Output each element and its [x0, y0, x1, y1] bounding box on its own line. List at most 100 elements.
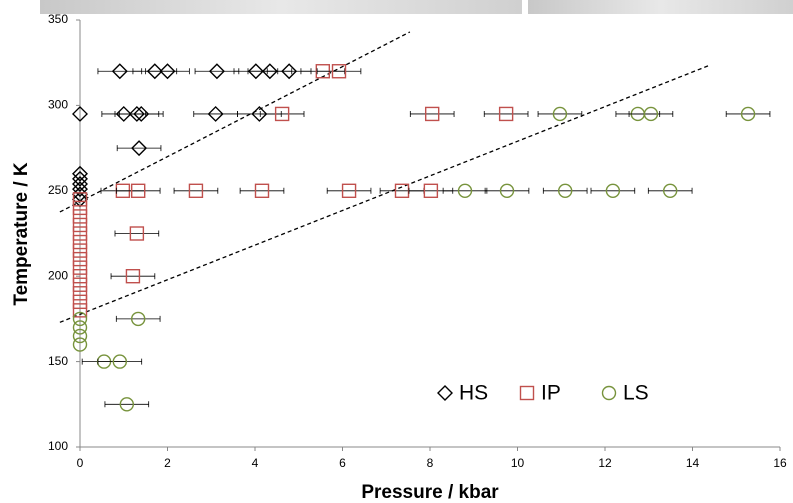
- marker: [251, 105, 268, 122]
- marker: [281, 63, 298, 80]
- marker: [341, 183, 357, 199]
- y-tick-label: 300: [48, 98, 68, 112]
- marker: [643, 106, 659, 122]
- y-tick-label: 200: [48, 268, 68, 282]
- header-strip: [40, 0, 522, 14]
- marker: [72, 269, 88, 284]
- error-bar: [115, 187, 161, 194]
- marker: [72, 311, 88, 327]
- error-bar: [116, 145, 162, 152]
- x-tick-label: 12: [598, 456, 612, 470]
- marker: [208, 63, 225, 80]
- legend-label: HS: [459, 382, 488, 405]
- marker: [130, 311, 146, 327]
- marker: [72, 303, 88, 318]
- error-bar: [97, 358, 143, 365]
- marker: [125, 269, 141, 284]
- marker: [128, 105, 145, 122]
- marker: [72, 175, 88, 192]
- header-strip: [528, 0, 793, 14]
- error-bar: [628, 110, 674, 117]
- x-tick-label: 6: [339, 456, 346, 470]
- marker: [133, 105, 150, 122]
- marker: [72, 234, 88, 250]
- y-tick-label: 350: [48, 12, 68, 26]
- marker: [72, 105, 88, 122]
- marker: [552, 106, 568, 122]
- marker: [72, 200, 88, 216]
- marker: [72, 320, 88, 335]
- marker: [394, 183, 410, 199]
- marker: [72, 260, 88, 275]
- error-bar: [725, 110, 771, 117]
- marker: [72, 165, 88, 182]
- error-bar: [110, 273, 156, 280]
- marker: [72, 294, 88, 310]
- error-bar: [239, 187, 285, 194]
- marker: [72, 181, 88, 198]
- x-axis-title: Pressure / kbar: [361, 482, 499, 503]
- trend-line: [59, 64, 711, 323]
- error-bar: [483, 110, 529, 117]
- marker: [72, 337, 88, 352]
- marker: [130, 183, 146, 199]
- marker: [72, 226, 88, 241]
- marker: [274, 106, 290, 122]
- legend-marker: [437, 385, 453, 401]
- error-bar: [193, 110, 238, 117]
- x-tick-label: 4: [252, 456, 259, 470]
- error-bar: [442, 187, 488, 194]
- legend-marker: [519, 385, 535, 401]
- marker: [131, 140, 148, 157]
- marker: [72, 251, 88, 267]
- x-tick-label: 8: [427, 456, 434, 470]
- error-bar: [145, 68, 190, 75]
- marker: [207, 105, 224, 122]
- marker: [740, 106, 756, 122]
- error-bar: [537, 110, 583, 117]
- error-bar: [115, 315, 161, 322]
- error-bar: [590, 187, 636, 194]
- error-bar: [326, 187, 372, 194]
- marker: [146, 63, 163, 80]
- error-bar: [542, 187, 588, 194]
- marker: [159, 63, 176, 80]
- marker: [261, 63, 278, 80]
- marker: [129, 226, 145, 241]
- marker: [424, 106, 440, 122]
- x-tick-label: 0: [77, 456, 84, 470]
- error-bar: [259, 110, 305, 117]
- error-bar: [484, 187, 530, 194]
- marker: [662, 183, 678, 199]
- legend-label: LS: [623, 382, 649, 405]
- y-axis-title: Temperature / K: [11, 162, 32, 306]
- error-bar: [409, 110, 455, 117]
- error-bar: [194, 68, 240, 75]
- marker: [423, 183, 439, 199]
- marker: [72, 192, 88, 207]
- error-bar: [647, 187, 693, 194]
- marker: [247, 63, 264, 80]
- legend-label: IP: [541, 382, 561, 405]
- marker: [499, 183, 515, 199]
- marker: [254, 183, 270, 199]
- marker: [72, 277, 88, 292]
- marker: [111, 63, 128, 80]
- marker: [557, 183, 573, 199]
- legend-marker: [601, 385, 617, 401]
- x-tick-label: 14: [686, 456, 700, 470]
- y-tick-label: 150: [48, 354, 68, 368]
- marker: [72, 217, 88, 233]
- marker: [605, 183, 621, 199]
- error-bar: [114, 230, 160, 237]
- marker: [112, 354, 128, 369]
- marker: [72, 286, 88, 301]
- marker: [498, 106, 514, 122]
- marker: [72, 328, 88, 344]
- x-tick-label: 16: [773, 456, 787, 470]
- marker: [72, 209, 88, 224]
- marker: [72, 243, 88, 258]
- marker: [331, 64, 347, 79]
